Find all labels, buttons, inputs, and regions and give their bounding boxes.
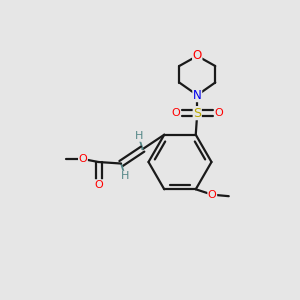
Text: O: O — [79, 154, 87, 164]
Text: H: H — [121, 171, 129, 182]
Text: N: N — [193, 88, 202, 102]
Text: O: O — [171, 108, 180, 118]
Text: H: H — [135, 131, 143, 141]
Text: O: O — [214, 108, 223, 118]
Text: O: O — [94, 180, 103, 190]
Text: O: O — [193, 50, 202, 62]
Text: O: O — [208, 190, 217, 200]
Text: S: S — [193, 106, 201, 120]
